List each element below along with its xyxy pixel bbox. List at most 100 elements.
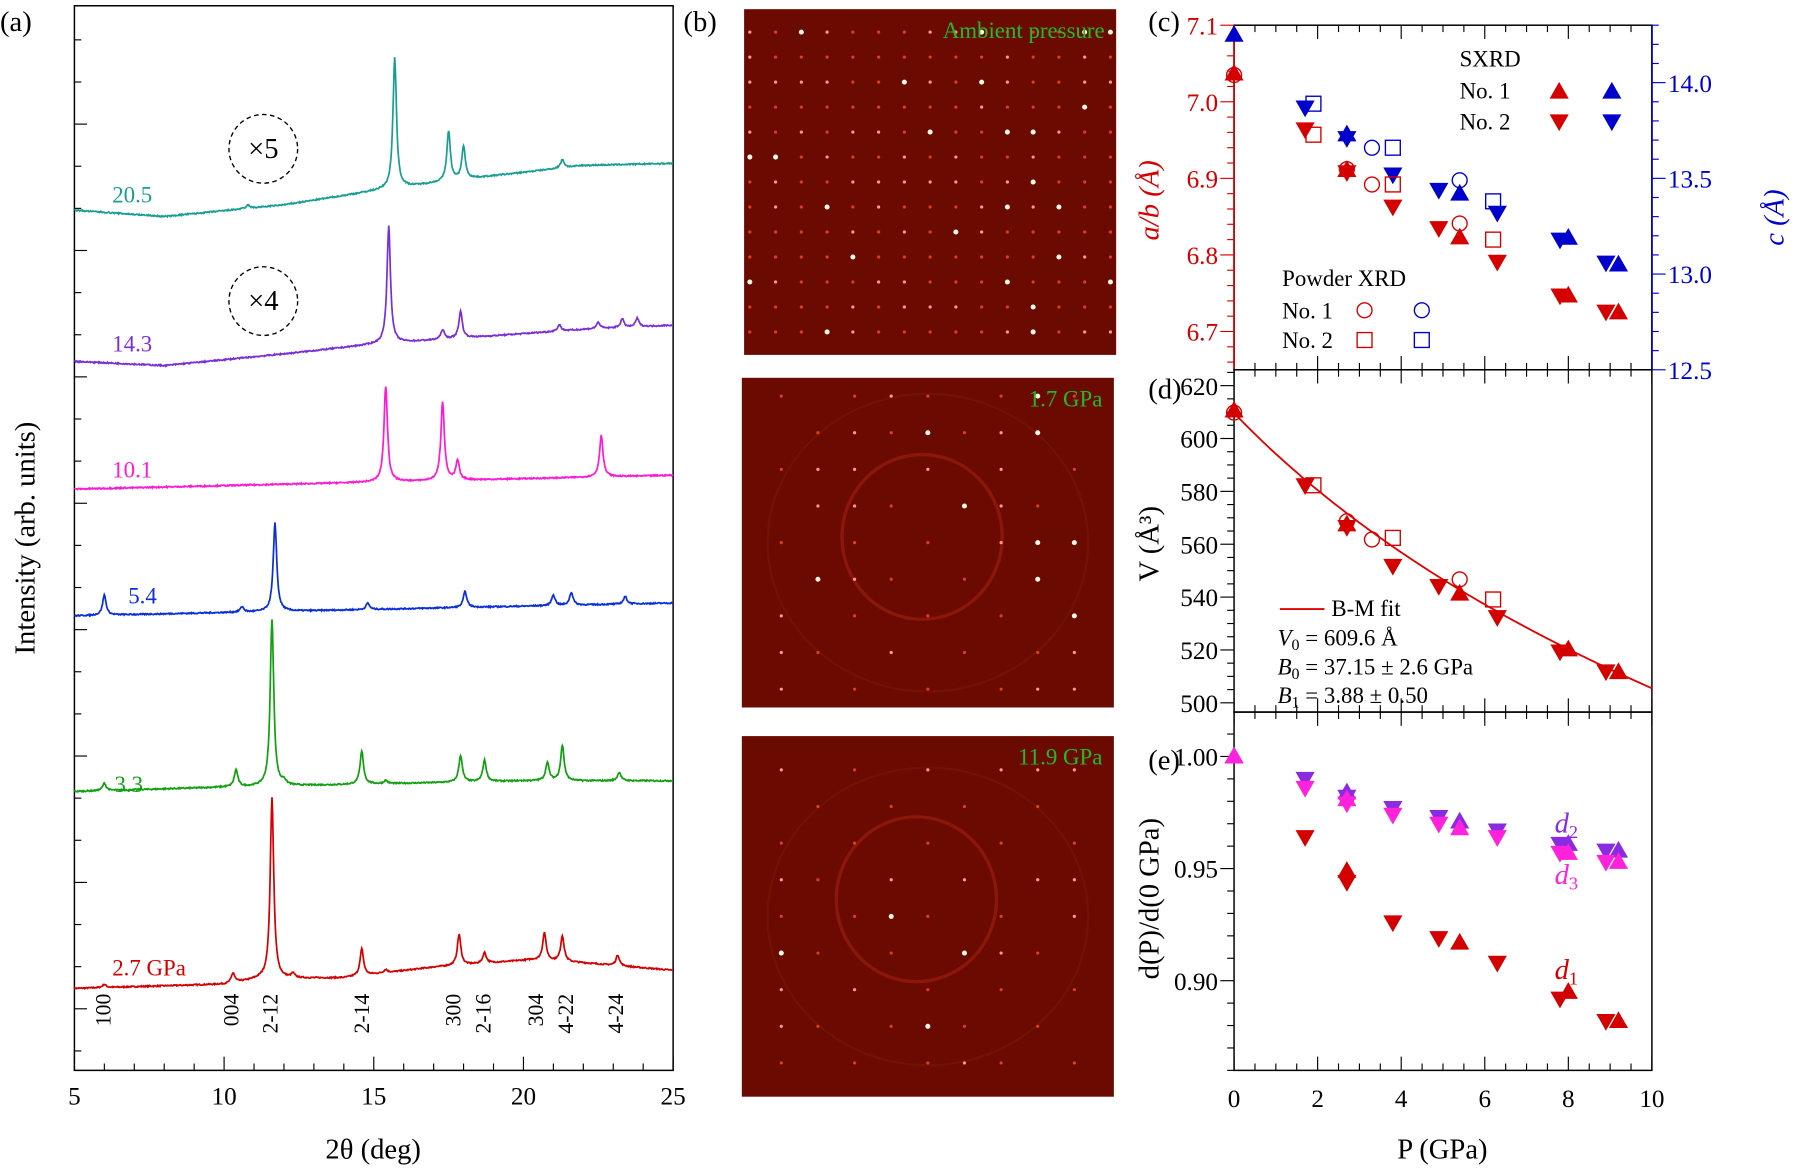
powder-ring (840, 452, 1004, 622)
diffraction-spot (1072, 841, 1076, 845)
diffraction-spot (1035, 540, 1041, 546)
volume-point (1305, 477, 1322, 494)
diffraction-spot (1057, 180, 1061, 184)
diffraction-spot (1036, 878, 1040, 882)
powder-ring (766, 766, 1090, 1067)
diffraction-spot (748, 55, 752, 59)
diffraction-spot (825, 230, 829, 234)
diffraction-spot (962, 1024, 967, 1028)
c-point (1550, 232, 1570, 250)
c-point (1596, 255, 1616, 273)
d1-point (1337, 861, 1357, 878)
diffraction-spot (980, 305, 984, 309)
diffraction-spot (1108, 155, 1113, 159)
diffraction-spot (1083, 55, 1087, 59)
y-tick-label: 0.90 (1174, 969, 1218, 996)
diffraction-spot (825, 130, 829, 134)
diffraction-spot (926, 768, 930, 772)
diffraction-spot (928, 255, 932, 259)
diffraction-spot (851, 180, 855, 184)
diffraction-spot (1005, 155, 1010, 159)
diffraction-spot (748, 205, 752, 209)
scale-factor-label: ×5 (248, 134, 278, 165)
diffraction-spot (902, 30, 906, 34)
diffraction-spot (799, 55, 803, 59)
diffraction-spot (1036, 768, 1040, 772)
ab-point (1295, 122, 1315, 140)
scale-factor-circle (228, 266, 299, 337)
diffraction-spot (1004, 204, 1010, 210)
diffraction-spot (1035, 393, 1041, 399)
x-tick-label: 5 (68, 1084, 81, 1111)
volume-point (1383, 558, 1403, 576)
panel-c-left-axis-label: a/b (Å) (1135, 160, 1166, 240)
panel-d-legend: B-M fit V0 = 609.6 Å B0 = 37.15 ± 2.6 GP… (1278, 596, 1474, 712)
diffraction-spot (1107, 279, 1113, 285)
diffraction-spot (877, 30, 881, 34)
diffraction-spot (902, 280, 906, 284)
diffraction-spot (816, 878, 820, 882)
diffraction-spot (799, 155, 803, 159)
diffraction-spot (851, 130, 855, 134)
diffraction-spot (962, 431, 967, 435)
panel-label-a: (a) (0, 7, 32, 38)
fit-b1-text: B1 = 3.88 ± 0.50 (1278, 683, 1428, 712)
panel-a-y-axis-label: Intensity (arb. units) (10, 422, 41, 655)
diffraction-spot (1072, 687, 1076, 691)
c-point (1337, 131, 1357, 148)
diffraction-spot (773, 30, 778, 34)
diffraction-spot (799, 180, 803, 184)
diffraction-spot (999, 541, 1003, 545)
c-point (1224, 25, 1244, 42)
ab-point (1363, 176, 1381, 193)
panel-c-right-axis-label: c (Å) (1760, 189, 1791, 245)
diffraction-spot (1083, 180, 1087, 184)
diffraction-spot (824, 329, 830, 335)
diffraction-spot (877, 205, 881, 209)
reflection-label: 2-14 (350, 994, 374, 1034)
diffraction-spot (1082, 29, 1088, 35)
diffraction-spot (1083, 130, 1087, 134)
pattern-curve-10.1 (73, 386, 674, 491)
panel-label-e: (e) (1148, 745, 1180, 776)
diffraction-spot (953, 229, 959, 235)
diffraction-spot (999, 614, 1003, 618)
diffraction-spot (902, 230, 906, 234)
panel-d-volume: 500 520 540 560 580 600 620 (1180, 369, 1653, 718)
diffraction-spot (851, 205, 855, 209)
pattern-curve-3.3 (73, 619, 674, 794)
diffraction-spot (954, 305, 958, 309)
c-point (1450, 183, 1470, 201)
diffraction-spot (888, 913, 894, 919)
diffraction-spot (1083, 205, 1087, 209)
diffraction-spot (1031, 205, 1035, 209)
diffraction-spot (1031, 105, 1035, 109)
diffraction-spot (852, 687, 857, 691)
diffraction-spot (980, 180, 984, 184)
x-tick-label: 0 (1228, 1086, 1241, 1113)
diffraction-spot (851, 155, 855, 159)
ab-point (1338, 161, 1356, 178)
diffraction-spot (1035, 430, 1041, 436)
y-tick-label: 580 (1180, 480, 1218, 507)
diffraction-spot (852, 914, 857, 919)
volume-point (1550, 644, 1570, 662)
diffraction-spot (816, 804, 820, 809)
diffraction-spot (1005, 105, 1010, 109)
c-point (1295, 100, 1315, 118)
diffraction-spot (1072, 988, 1076, 992)
diffraction-spot (928, 55, 932, 59)
y-tick-label: 14.0 (1668, 71, 1712, 98)
volume-point (1487, 610, 1507, 627)
ab-point (1608, 302, 1629, 320)
pattern-label: 5.4 (128, 583, 157, 608)
diffraction-spot (825, 155, 829, 159)
ab-point (1305, 126, 1322, 143)
diffraction-spot (799, 205, 803, 209)
diffraction-spot (1072, 394, 1076, 398)
diffraction-spot (799, 255, 803, 259)
pattern-label: 14.3 (112, 331, 152, 356)
pattern-curve-20.5 (73, 57, 674, 219)
legend-sxrd-no2: No. 2 (1460, 109, 1511, 134)
diffraction-spot (877, 180, 881, 184)
